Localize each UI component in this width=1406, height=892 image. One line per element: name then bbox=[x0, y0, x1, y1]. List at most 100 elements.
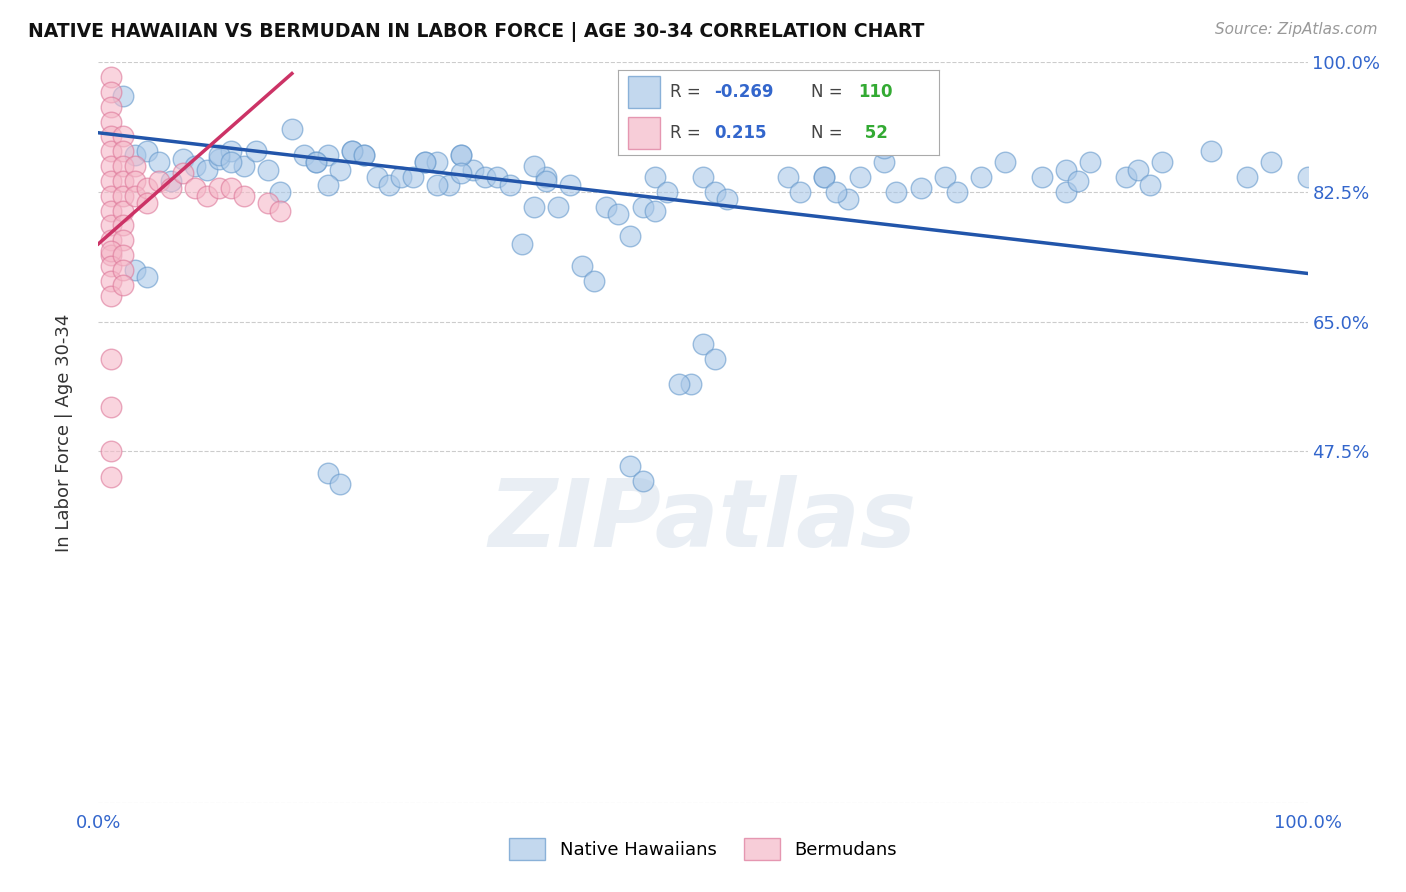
Point bbox=[534, 170, 557, 185]
Point bbox=[124, 188, 146, 202]
Point bbox=[329, 162, 352, 177]
Point bbox=[813, 170, 835, 185]
Point bbox=[316, 178, 339, 192]
Point bbox=[668, 377, 690, 392]
Point bbox=[558, 178, 581, 192]
Point bbox=[100, 288, 122, 302]
Point bbox=[111, 145, 134, 159]
Point bbox=[426, 178, 449, 192]
Point bbox=[789, 185, 811, 199]
Point bbox=[111, 219, 134, 233]
Point bbox=[644, 170, 666, 185]
Point bbox=[172, 152, 194, 166]
Point bbox=[437, 178, 460, 192]
Point bbox=[644, 203, 666, 218]
Point bbox=[910, 181, 932, 195]
Point bbox=[873, 155, 896, 169]
Point bbox=[135, 181, 157, 195]
Point bbox=[366, 170, 388, 185]
Point bbox=[607, 207, 630, 221]
Point bbox=[1199, 145, 1222, 159]
Point bbox=[184, 159, 207, 173]
Point bbox=[402, 170, 425, 185]
Point bbox=[619, 229, 641, 244]
Point bbox=[232, 188, 254, 202]
Point bbox=[124, 262, 146, 277]
Point bbox=[256, 196, 278, 211]
Point bbox=[450, 166, 472, 180]
Point bbox=[135, 270, 157, 285]
Point bbox=[631, 200, 654, 214]
Point bbox=[160, 174, 183, 188]
Point bbox=[692, 336, 714, 351]
Point bbox=[474, 170, 496, 185]
Point bbox=[100, 70, 122, 85]
Point bbox=[100, 100, 122, 114]
Legend: Native Hawaiians, Bermudans: Native Hawaiians, Bermudans bbox=[509, 838, 897, 861]
Point bbox=[1128, 162, 1150, 177]
Point bbox=[100, 85, 122, 99]
Point bbox=[148, 155, 170, 169]
Point bbox=[498, 178, 520, 192]
Point bbox=[1139, 178, 1161, 192]
Point bbox=[534, 174, 557, 188]
Point bbox=[100, 145, 122, 159]
Point bbox=[752, 126, 775, 140]
Point bbox=[100, 219, 122, 233]
Point bbox=[523, 159, 546, 173]
Point bbox=[124, 174, 146, 188]
Point bbox=[111, 262, 134, 277]
Text: NATIVE HAWAIIAN VS BERMUDAN IN LABOR FORCE | AGE 30-34 CORRELATION CHART: NATIVE HAWAIIAN VS BERMUDAN IN LABOR FOR… bbox=[28, 22, 925, 42]
Point bbox=[1296, 170, 1319, 185]
Point bbox=[195, 188, 218, 202]
Point bbox=[1152, 155, 1174, 169]
Point bbox=[269, 185, 291, 199]
Point bbox=[111, 203, 134, 218]
Point bbox=[510, 236, 533, 251]
Point bbox=[946, 185, 969, 199]
Point bbox=[1031, 170, 1053, 185]
Point bbox=[256, 162, 278, 177]
Point bbox=[316, 467, 339, 481]
Point bbox=[292, 148, 315, 162]
Point bbox=[716, 193, 738, 207]
Point bbox=[619, 458, 641, 473]
Point bbox=[111, 174, 134, 188]
Point bbox=[148, 174, 170, 188]
Point bbox=[970, 170, 993, 185]
Point bbox=[704, 185, 727, 199]
Point bbox=[100, 470, 122, 484]
Point bbox=[583, 274, 606, 288]
Point bbox=[631, 474, 654, 488]
Text: ZIPatlas: ZIPatlas bbox=[489, 475, 917, 567]
Point bbox=[221, 155, 243, 169]
Point bbox=[655, 185, 678, 199]
Point bbox=[245, 145, 267, 159]
Point bbox=[100, 444, 122, 458]
Point bbox=[571, 259, 593, 273]
Point bbox=[100, 114, 122, 128]
Point bbox=[1054, 162, 1077, 177]
Point bbox=[100, 244, 122, 259]
Point bbox=[100, 203, 122, 218]
Point bbox=[100, 259, 122, 273]
Point bbox=[413, 155, 436, 169]
Point bbox=[353, 148, 375, 162]
Point bbox=[886, 185, 908, 199]
Point bbox=[463, 162, 485, 177]
Point bbox=[281, 122, 304, 136]
Point bbox=[124, 159, 146, 173]
Point bbox=[1115, 170, 1137, 185]
Point bbox=[100, 400, 122, 414]
Point bbox=[1078, 155, 1101, 169]
Point bbox=[305, 155, 328, 169]
Point bbox=[342, 145, 364, 159]
Point bbox=[450, 148, 472, 162]
Point bbox=[329, 477, 352, 491]
Point bbox=[100, 159, 122, 173]
Point bbox=[111, 277, 134, 292]
Point bbox=[353, 148, 375, 162]
Point bbox=[1067, 174, 1090, 188]
Point bbox=[100, 248, 122, 262]
Point bbox=[184, 181, 207, 195]
